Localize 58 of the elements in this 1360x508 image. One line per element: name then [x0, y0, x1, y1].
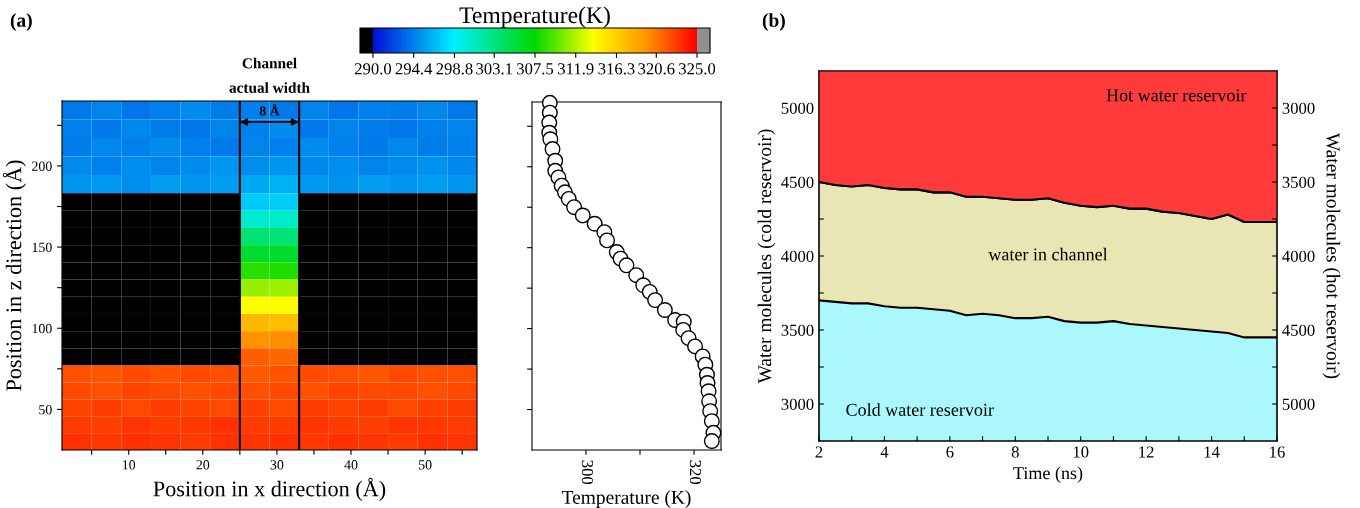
text: (b) [762, 13, 785, 31]
y-axis-title: Position in z direction (Å) [2, 160, 26, 391]
y-tick-label: 5000 [781, 102, 814, 114]
text: Channel actual width [229, 57, 310, 93]
x-tick-label: 320 [689, 460, 702, 485]
y2-tick-label: 4500 [1282, 324, 1315, 336]
x-tick-label: 16 [1270, 446, 1285, 458]
x-tick-label: 300 [581, 460, 594, 485]
annotation: 8 Å [259, 104, 280, 116]
color-bar-title: Temperature(K) [459, 6, 610, 28]
annotation: Hot water reservoir [1106, 89, 1247, 102]
x-axis-title: Position in x direction (Å) [153, 477, 386, 501]
y2-axis-title: Water molecules (hot reservoir) [1322, 132, 1341, 379]
x-tick-label: 30 [270, 460, 284, 470]
color-bar-label: 325.0 [679, 63, 716, 75]
annotation: Cold water reservoir [846, 403, 994, 416]
point [599, 232, 616, 249]
point [574, 207, 591, 224]
y-tick-label: 4000 [781, 250, 814, 262]
x-tick-label: 10 [122, 460, 136, 470]
x-tick-label: 2 [815, 446, 823, 458]
color-bar-label: 294.4 [395, 63, 433, 75]
color-bar-label: 307.5 [517, 63, 554, 75]
x-tick-label: 12 [1139, 446, 1154, 458]
color-bar-label: 316.3 [598, 63, 635, 75]
point [703, 433, 720, 450]
x-tick-label: 50 [418, 460, 432, 470]
text: (a) [10, 13, 32, 31]
y-axis-title: Water molecules (cold reservoir) [757, 129, 776, 384]
y-tick-label: 150 [32, 242, 52, 253]
point [656, 302, 673, 318]
x-tick-label: 6 [946, 446, 954, 458]
y2-tick-label: 3500 [1282, 176, 1315, 188]
color-bar-label: 311.9 [558, 63, 594, 75]
y-tick-label: 200 [32, 161, 52, 171]
color-bar-label: 303.1 [476, 63, 513, 75]
x-tick-label: 14 [1204, 446, 1220, 458]
y-tick-label: 50 [39, 405, 52, 415]
x-tick-label: 8 [1011, 446, 1019, 458]
color-bar-label: 290.0 [354, 63, 392, 75]
annotation: water in channel [988, 247, 1108, 261]
point [647, 292, 664, 309]
x-tick-label: 10 [1073, 446, 1089, 458]
x-axis-title: Time (ns) [1013, 466, 1083, 483]
color-bar-label: 298.8 [436, 63, 473, 75]
y-tick-label: 3000 [781, 398, 814, 410]
x-tick-label: 40 [344, 460, 358, 470]
y-tick-label: 4500 [781, 176, 814, 188]
x-axis-title: Temperature (K) [561, 490, 691, 508]
x-tick-label: 20 [196, 460, 210, 470]
color-bar-label: 320.6 [638, 63, 675, 75]
y2-tick-label: 4000 [1282, 250, 1315, 262]
point [618, 257, 635, 274]
y-tick-label: 3500 [781, 324, 814, 336]
y2-tick-label: 5000 [1282, 398, 1315, 410]
y-tick-label: 100 [32, 323, 52, 334]
y2-tick-label: 3000 [1282, 102, 1315, 114]
x-tick-label: 4 [880, 446, 889, 458]
